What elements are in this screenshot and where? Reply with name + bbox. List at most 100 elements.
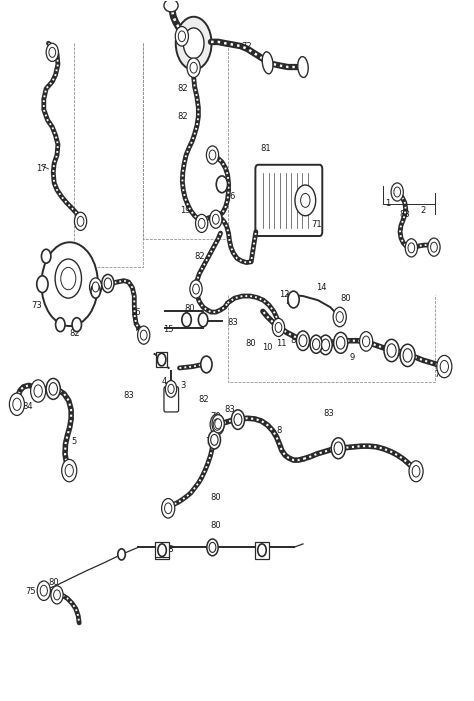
- Circle shape: [62, 459, 77, 482]
- Ellipse shape: [164, 0, 178, 12]
- Circle shape: [234, 414, 242, 426]
- Circle shape: [13, 398, 21, 410]
- Text: 5: 5: [72, 437, 77, 446]
- Circle shape: [209, 150, 216, 160]
- Circle shape: [208, 431, 220, 449]
- Circle shape: [137, 326, 150, 344]
- Text: 6: 6: [229, 192, 235, 201]
- Circle shape: [92, 282, 99, 292]
- Circle shape: [391, 183, 403, 201]
- Circle shape: [301, 193, 310, 207]
- Circle shape: [182, 313, 191, 327]
- Circle shape: [198, 313, 208, 327]
- Text: 9: 9: [350, 353, 355, 362]
- Circle shape: [206, 146, 219, 164]
- Ellipse shape: [298, 57, 308, 77]
- Circle shape: [9, 393, 25, 416]
- Text: 80: 80: [331, 339, 341, 348]
- Circle shape: [428, 238, 440, 257]
- Text: 83: 83: [227, 318, 237, 327]
- Ellipse shape: [262, 52, 273, 74]
- Text: 12: 12: [279, 290, 289, 299]
- Circle shape: [55, 259, 82, 298]
- Circle shape: [275, 322, 282, 332]
- Text: 80: 80: [392, 350, 402, 358]
- Circle shape: [178, 31, 185, 41]
- Circle shape: [273, 318, 284, 336]
- Circle shape: [405, 239, 418, 257]
- Text: 83: 83: [225, 405, 235, 414]
- Text: 4: 4: [161, 377, 166, 386]
- Text: 72: 72: [241, 42, 252, 51]
- Circle shape: [102, 274, 114, 292]
- Circle shape: [168, 384, 174, 393]
- Text: 80: 80: [48, 578, 58, 587]
- Text: 7: 7: [435, 370, 440, 379]
- Circle shape: [387, 343, 396, 358]
- Circle shape: [211, 435, 218, 445]
- Text: 80: 80: [246, 339, 256, 348]
- Circle shape: [403, 348, 412, 362]
- Circle shape: [312, 339, 320, 350]
- Text: 16: 16: [130, 308, 141, 317]
- Text: 70: 70: [210, 412, 221, 421]
- Circle shape: [210, 210, 222, 229]
- Text: 18: 18: [164, 545, 174, 554]
- Text: 80: 80: [184, 304, 195, 313]
- Circle shape: [91, 284, 100, 298]
- Text: 15: 15: [164, 325, 174, 334]
- Circle shape: [210, 414, 224, 435]
- Text: 83: 83: [324, 409, 334, 418]
- Text: 75: 75: [26, 587, 36, 596]
- Circle shape: [36, 275, 48, 292]
- Text: 17: 17: [36, 165, 47, 173]
- Circle shape: [157, 353, 166, 366]
- Text: 82: 82: [177, 84, 188, 93]
- Circle shape: [40, 585, 47, 596]
- Circle shape: [176, 17, 211, 70]
- Circle shape: [408, 243, 415, 253]
- Text: 11: 11: [276, 339, 287, 348]
- Text: 73: 73: [31, 301, 42, 310]
- Text: 1: 1: [385, 199, 391, 208]
- FancyBboxPatch shape: [255, 542, 269, 559]
- Circle shape: [198, 219, 205, 229]
- Circle shape: [231, 410, 245, 430]
- Circle shape: [394, 187, 401, 197]
- Circle shape: [49, 48, 55, 57]
- Circle shape: [164, 503, 172, 514]
- Circle shape: [65, 465, 73, 477]
- Text: 10: 10: [263, 343, 273, 351]
- Circle shape: [77, 217, 84, 226]
- Circle shape: [118, 549, 125, 560]
- Circle shape: [41, 243, 98, 326]
- Text: 82: 82: [69, 329, 80, 338]
- Circle shape: [216, 176, 228, 193]
- Circle shape: [187, 58, 200, 78]
- Circle shape: [104, 278, 111, 289]
- Circle shape: [295, 185, 316, 216]
- Circle shape: [296, 331, 310, 350]
- Circle shape: [299, 335, 307, 346]
- Circle shape: [400, 344, 415, 367]
- Circle shape: [384, 339, 399, 362]
- Circle shape: [212, 415, 224, 433]
- Circle shape: [209, 543, 216, 552]
- Circle shape: [213, 418, 221, 430]
- Circle shape: [334, 332, 348, 353]
- Text: 3: 3: [180, 381, 185, 390]
- Text: 74: 74: [206, 437, 217, 446]
- Circle shape: [61, 267, 76, 290]
- Circle shape: [322, 339, 329, 350]
- Circle shape: [331, 438, 346, 458]
- Circle shape: [34, 385, 42, 397]
- Circle shape: [190, 280, 202, 298]
- Circle shape: [412, 465, 420, 477]
- Circle shape: [437, 355, 452, 378]
- Circle shape: [409, 461, 423, 482]
- Circle shape: [192, 284, 200, 294]
- Text: 80: 80: [340, 294, 351, 303]
- Text: 14: 14: [317, 283, 327, 292]
- Circle shape: [430, 242, 438, 252]
- Text: 82: 82: [194, 252, 205, 261]
